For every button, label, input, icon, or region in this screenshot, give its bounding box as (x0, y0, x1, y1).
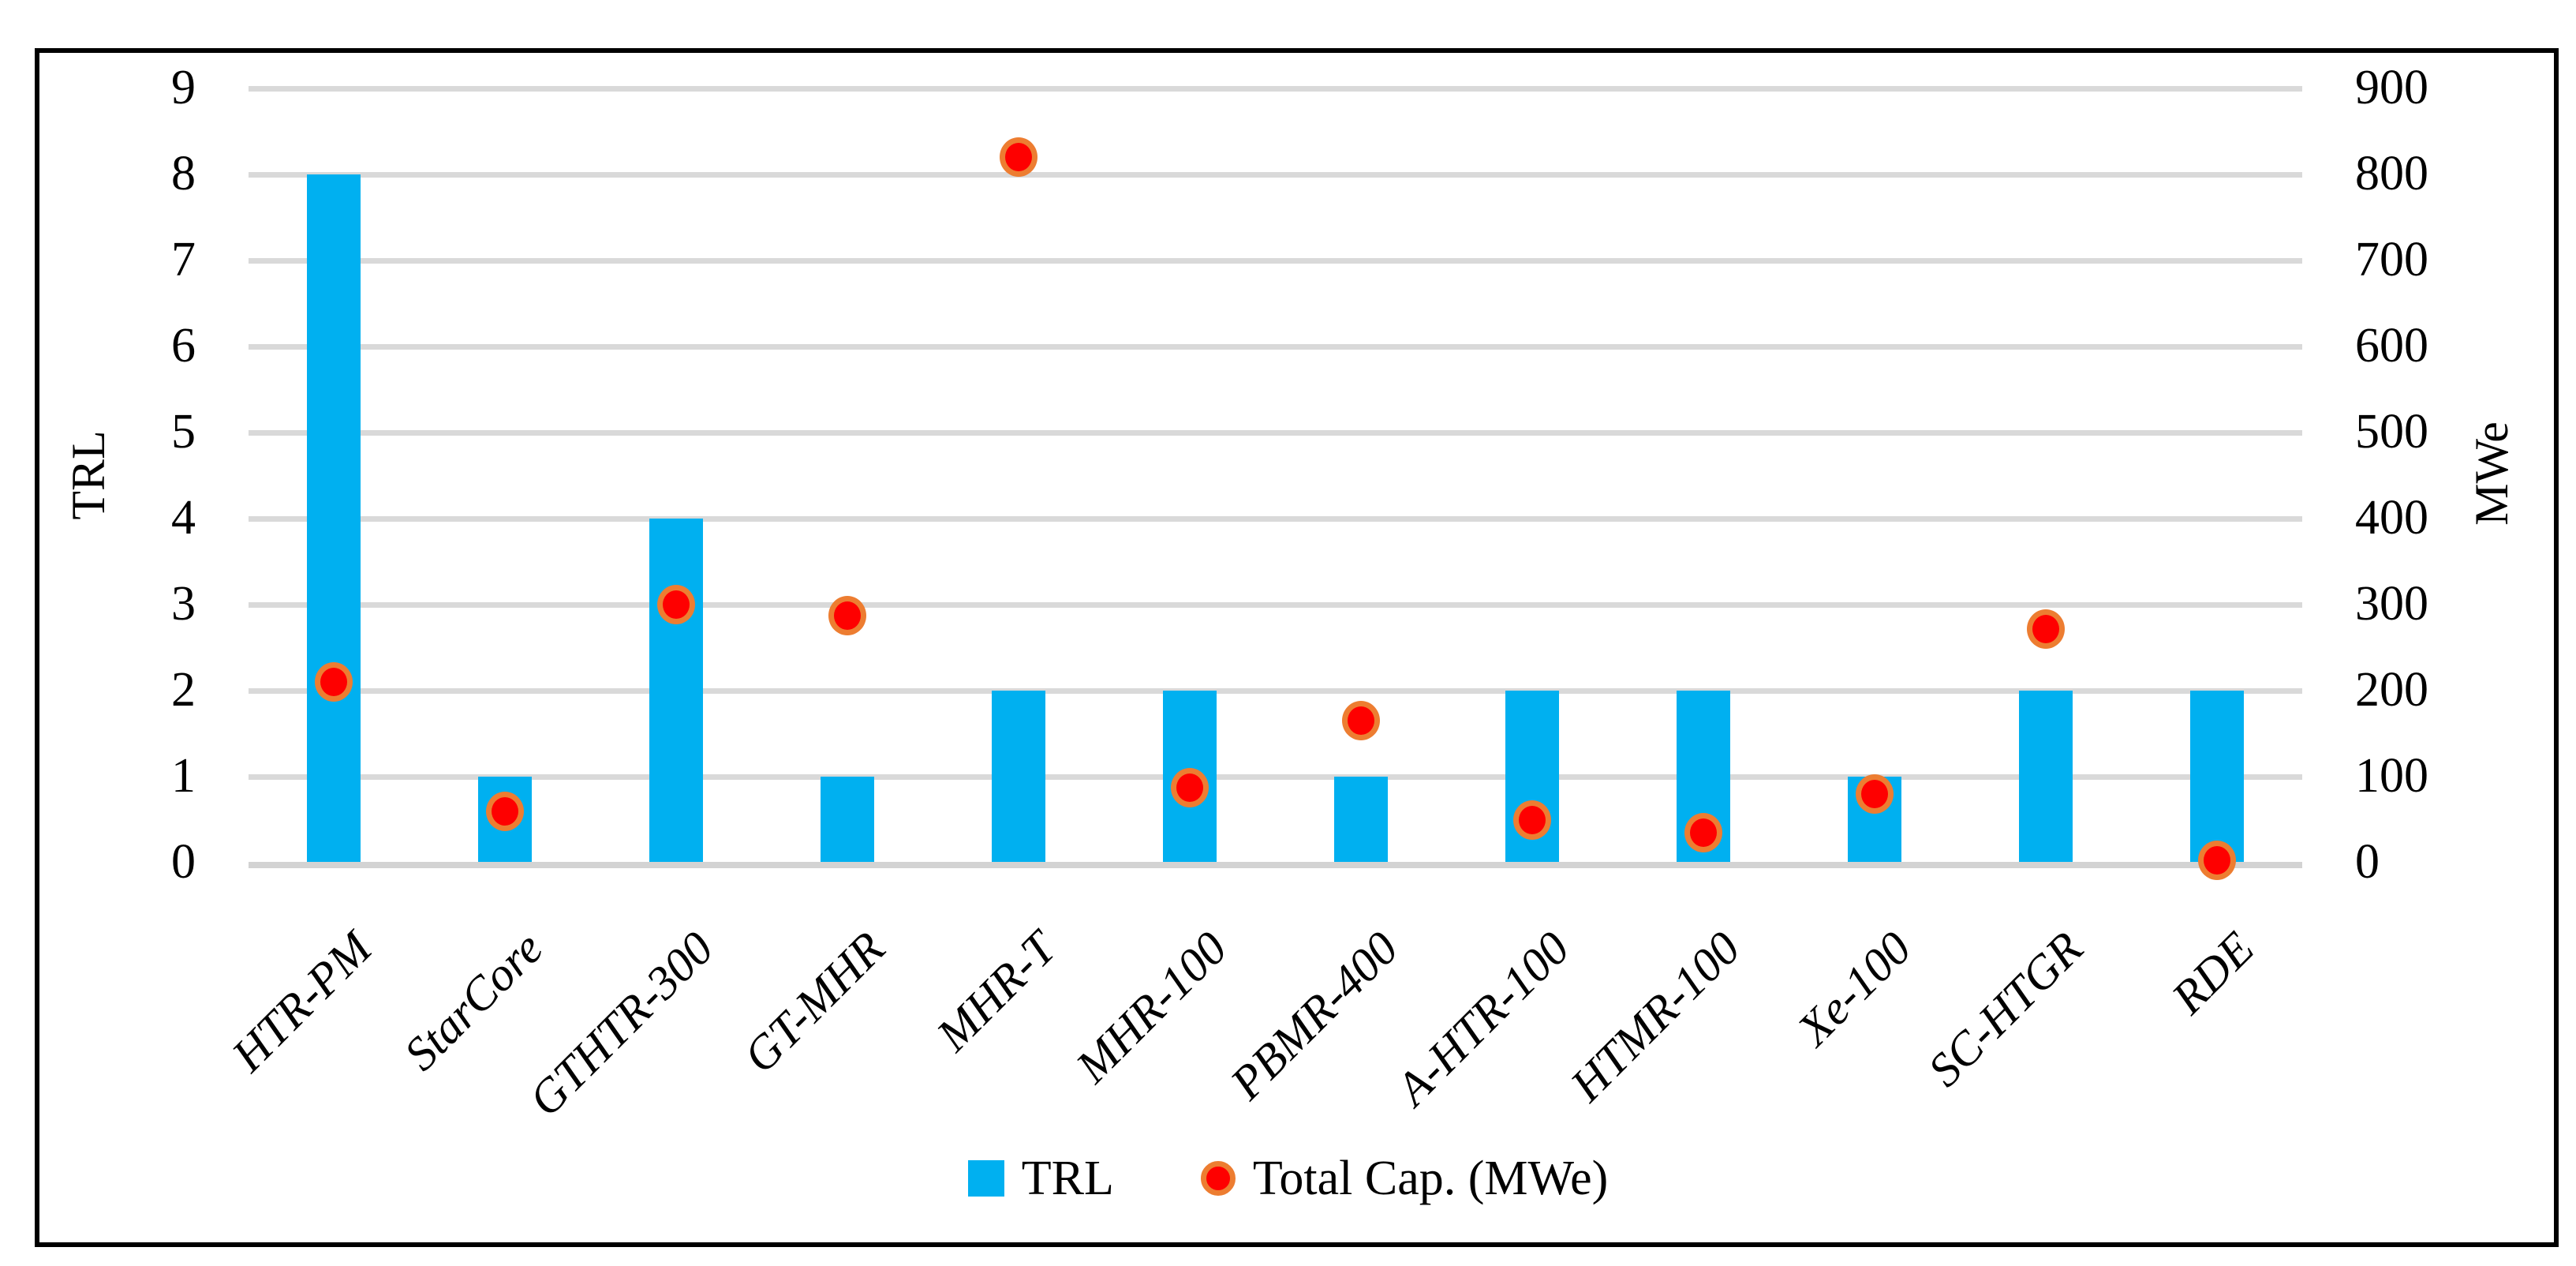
right-tick-600: 600 (2355, 318, 2428, 373)
left-tick-0: 0 (171, 834, 196, 889)
legend: TRL Total Cap. (MWe) (0, 1154, 2576, 1203)
marker-StarCore (486, 791, 525, 831)
right-tick-0: 0 (2355, 834, 2380, 889)
marker-MHR-100 (1171, 768, 1209, 808)
bar-RDE (2189, 691, 2244, 863)
left-tick-6: 6 (171, 318, 196, 373)
bar-HTR-PM (307, 174, 361, 863)
marker-GTHTR-300 (657, 585, 696, 624)
bar-PBMR-400 (1333, 777, 1388, 863)
left-tick-4: 4 (171, 490, 196, 545)
gridline-4 (249, 516, 2302, 522)
x-axis-line (249, 862, 2302, 868)
right-tick-500: 500 (2355, 404, 2428, 459)
left-tick-2: 2 (171, 662, 196, 717)
chart-border (35, 48, 2559, 1247)
legend-item-trl: TRL (967, 1152, 1114, 1205)
gridline-2 (249, 688, 2302, 694)
left-axis-title: TRL (62, 430, 114, 520)
total-cap-dot-swatch-icon (1200, 1161, 1236, 1196)
gridline-3 (249, 602, 2302, 608)
bar-GTHTR-300 (649, 519, 704, 863)
marker-HTR-PM (315, 662, 353, 702)
right-tick-900: 900 (2355, 60, 2428, 114)
marker-RDE (2197, 840, 2236, 880)
legend-label-trl: TRL (1021, 1152, 1114, 1205)
legend-item-total-cap: Total Cap. (MWe) (1200, 1152, 1609, 1205)
marker-SC-HTGR (2026, 609, 2065, 649)
right-tick-100: 100 (2355, 748, 2428, 803)
left-tick-8: 8 (171, 146, 196, 200)
left-tick-1: 1 (171, 748, 196, 803)
gridline-7 (249, 258, 2302, 264)
left-tick-3: 3 (171, 576, 196, 631)
marker-MHR-T (1000, 137, 1038, 178)
marker-PBMR-400 (1341, 701, 1380, 741)
marker-GT-MHR (828, 596, 867, 636)
right-tick-700: 700 (2355, 232, 2428, 287)
left-tick-7: 7 (171, 232, 196, 287)
bar-GT-MHR (821, 777, 875, 863)
right-axis-title: MWe (2466, 421, 2518, 526)
gridline-6 (249, 344, 2302, 350)
gridline-9 (249, 86, 2302, 92)
right-tick-800: 800 (2355, 146, 2428, 200)
left-tick-5: 5 (171, 404, 196, 459)
right-tick-400: 400 (2355, 490, 2428, 545)
marker-A-HTR-100 (1512, 800, 1551, 840)
right-tick-200: 200 (2355, 662, 2428, 717)
trl-bar-swatch-icon (967, 1160, 1004, 1197)
legend-label-total-cap: Total Cap. (MWe) (1252, 1152, 1609, 1205)
gridline-8 (249, 172, 2302, 178)
gridline-5 (249, 430, 2302, 436)
bar-MHR-T (992, 691, 1046, 863)
gridline-1 (249, 774, 2302, 780)
right-tick-300: 300 (2355, 576, 2428, 631)
bar-SC-HTGR (2018, 691, 2073, 863)
marker-Xe-100 (1855, 773, 1894, 814)
marker-HTMR-100 (1684, 812, 1722, 852)
left-tick-9: 9 (171, 60, 196, 114)
